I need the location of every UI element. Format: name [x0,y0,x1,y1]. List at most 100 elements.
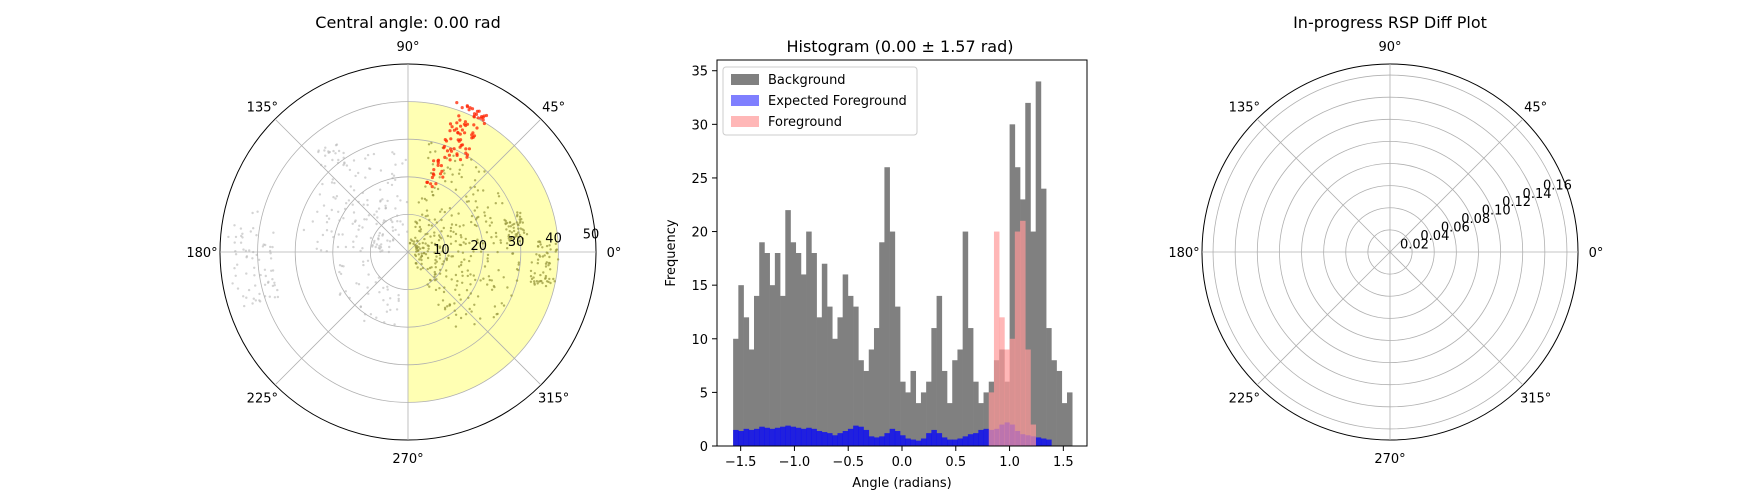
scatter-point-background [321,233,325,237]
scatter-point-background [322,204,326,207]
scatter-point-in-window [458,293,461,297]
scatter-point-in-window [449,242,453,245]
scatter-point-background [386,288,389,291]
scatter-point-in-window [425,209,429,212]
scatter-point-in-window [449,229,452,233]
scatter-point-in-window [497,195,501,198]
scatter-point-background [364,157,367,160]
legend-frame [722,66,918,136]
scatter-point-in-window [511,223,514,226]
scatter-point-in-window [479,279,482,282]
bar-expected-foreground [842,430,849,446]
scatter-point-in-window [467,200,470,203]
scatter-point-in-window [423,251,426,255]
scatter-point-in-window [454,325,458,328]
scatter-point-background [264,243,267,247]
scatter-point-in-window [418,219,421,222]
scatter-point-background [321,182,324,186]
scatter-point-background [318,193,322,196]
scatter-point-background [351,222,354,225]
scatter-point-background [375,316,378,319]
scatter-point-background [253,266,256,269]
scatter-point-foreground [455,127,459,131]
scatter-point-in-window [506,247,509,250]
scatter-point-in-window [427,223,431,227]
scatter-point-in-window [440,208,443,211]
scatter-point-in-window [439,210,442,213]
scatter-point-in-window [461,281,464,284]
scatter-point-in-window [521,221,524,224]
theta-tick-label: 135° [1229,100,1260,115]
scatter-point-foreground [463,131,467,135]
scatter-point-background [257,258,261,261]
scatter-point-background [379,250,382,253]
scatter-point-in-window [461,251,465,254]
scatter-point-background [259,273,262,277]
scatter-point-in-window [445,275,448,278]
scatter-point-in-window [448,207,452,210]
scatter-point-in-window [450,255,453,258]
scatter-point-background [386,303,389,306]
polar-tick-labels: 0° 45° 90° 135° 180° 225° 270° 315° 0.020.040.06… [1168,40,1603,467]
bar-expected-foreground [795,427,802,446]
scatter-point-background [383,321,386,324]
scatter-point-in-window [427,247,430,250]
scatter-point-background [366,199,369,202]
scatter-point-background [361,191,364,195]
scatter-point-in-window [461,274,464,277]
bar-expected-foreground [915,440,922,446]
y-tick-label: 5 [700,386,708,401]
bar-foreground [993,231,1000,446]
scatter-point-in-window [424,253,428,256]
scatter-point-in-window [525,233,529,236]
scatter-point-in-window [511,252,515,255]
scatter-point-background [234,235,238,239]
scatter-point-background [378,247,381,250]
histogram-axes: −1.5 −1.0 −0.5 0.0 0.5 1.0 1.5 0 5 10 15 20 25 30 35 [691,65,1073,470]
scatter-point-in-window [441,250,444,253]
scatter-point-in-window [447,316,450,320]
scatter-point-in-window [417,249,420,252]
scatter-point-background [386,285,389,288]
scatter-point-in-window [431,193,435,197]
bar-background [738,285,744,446]
scatter-point-in-window [458,243,461,246]
scatter-point-foreground [448,158,452,162]
scatter-point-background [338,270,341,274]
scatter-point-in-window [433,242,437,246]
scatter-point-background [337,210,340,213]
bar-background [983,392,990,446]
scatter-point-in-window [490,236,493,239]
bar-expected-foreground [873,437,880,446]
scatter-point-in-window [517,268,520,272]
bar-background [795,253,802,446]
scatter-point-foreground [465,155,469,159]
scatter-point-background [339,292,342,295]
scatter-point-in-window [544,262,548,265]
scatter-point-background [325,221,329,224]
scatter-point-in-window [459,234,462,237]
theta-tick-label: 315° [538,392,569,407]
scatter-point-in-window [490,279,493,282]
scatter-point-in-window [454,313,458,316]
scatter-point-background [349,185,352,188]
scatter-point-background [381,198,384,201]
bar-background [868,349,875,446]
scatter-point-background [311,220,314,223]
scatter-point-in-window [546,252,549,255]
scatter-point-in-window [508,238,511,242]
scatter-point-background [344,245,348,249]
scatter-point-in-window [517,261,521,264]
polar-scatter-panel: Central angle: 0.00 rad 0° 45° 90° 135° 180°… [186,13,621,467]
scatter-point-in-window [486,283,489,286]
bar-background [910,370,917,446]
scatter-point-background [336,161,340,165]
bar-background [847,295,854,446]
r-tick-label: 0.16 [1543,178,1572,193]
bar-background [790,242,797,446]
bar-expected-foreground [827,433,833,446]
scatter-point-in-window [508,221,512,224]
bar-background [780,295,786,446]
scatter-point-background [234,253,238,256]
scatter-point-background [396,220,399,223]
